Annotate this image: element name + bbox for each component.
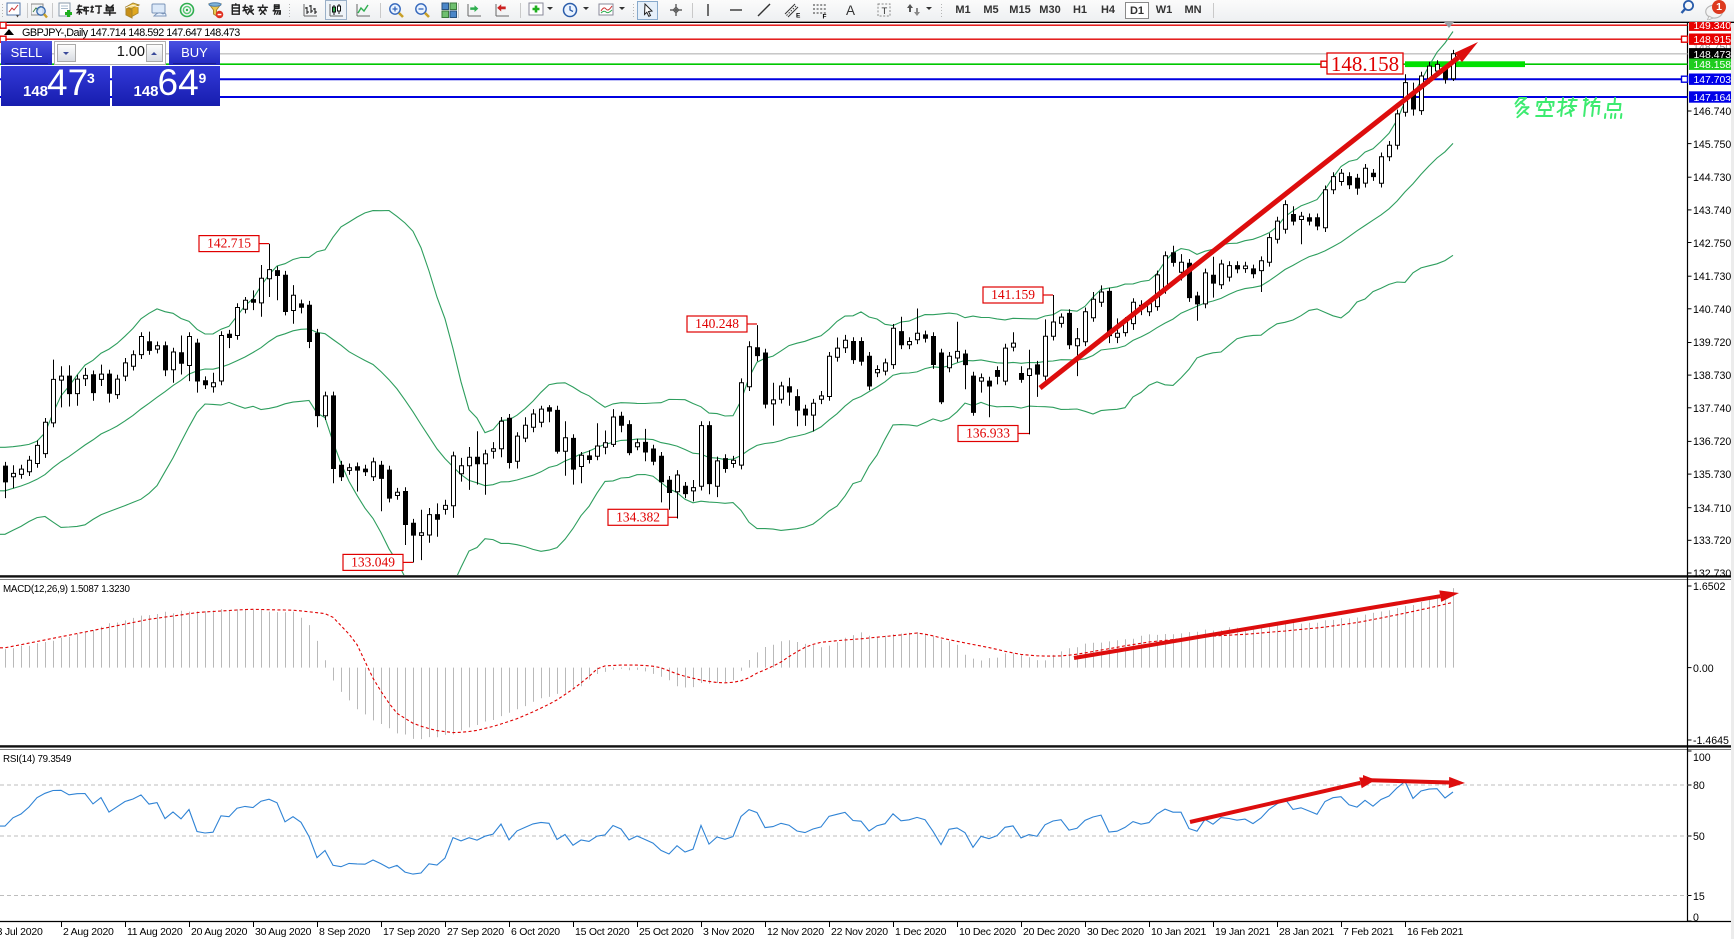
svg-text:139.720: 139.720 <box>1693 337 1731 349</box>
svg-text:141.159: 141.159 <box>991 287 1035 302</box>
svg-text:149.340: 149.340 <box>1694 21 1732 32</box>
svg-text:140.248: 140.248 <box>695 316 739 331</box>
svg-text:148.915: 148.915 <box>1694 35 1732 46</box>
svg-text:23 Jul 2020: 23 Jul 2020 <box>0 926 43 938</box>
svg-text:148.473: 148.473 <box>1694 50 1732 61</box>
svg-text:17 Sep 2020: 17 Sep 2020 <box>383 926 440 938</box>
svg-text:80: 80 <box>1693 780 1705 792</box>
svg-text:6 Oct 2020: 6 Oct 2020 <box>511 926 560 938</box>
svg-text:142.715: 142.715 <box>207 236 251 251</box>
svg-text:11 Aug 2020: 11 Aug 2020 <box>127 926 183 938</box>
svg-text:30 Aug 2020: 30 Aug 2020 <box>255 926 312 938</box>
svg-text:12 Nov 2020: 12 Nov 2020 <box>767 926 824 938</box>
svg-text:148.158: 148.158 <box>1694 60 1732 71</box>
svg-text:1.6502: 1.6502 <box>1693 581 1726 593</box>
svg-text:144.730: 144.730 <box>1693 172 1731 184</box>
svg-text:2 Aug 2020: 2 Aug 2020 <box>63 926 114 938</box>
svg-text:147.164: 147.164 <box>1694 93 1732 104</box>
svg-text:30 Dec 2020: 30 Dec 2020 <box>1087 926 1144 938</box>
svg-text:8 Sep 2020: 8 Sep 2020 <box>319 926 371 938</box>
svg-text:50: 50 <box>1693 831 1705 843</box>
svg-text:19 Jan 2021: 19 Jan 2021 <box>1215 926 1270 938</box>
svg-text:137.740: 137.740 <box>1693 403 1731 415</box>
svg-text:-1.4645: -1.4645 <box>1693 735 1729 747</box>
svg-text:27 Sep 2020: 27 Sep 2020 <box>447 926 504 938</box>
svg-text:RSI(14) 79.3549: RSI(14) 79.3549 <box>3 754 71 765</box>
svg-text:100: 100 <box>1693 752 1711 764</box>
svg-text:134.382: 134.382 <box>616 509 660 524</box>
svg-text:138.730: 138.730 <box>1693 370 1731 382</box>
svg-text:20 Aug 2020: 20 Aug 2020 <box>191 926 248 938</box>
svg-text:141.730: 141.730 <box>1693 271 1731 283</box>
svg-text:16 Feb 2021: 16 Feb 2021 <box>1407 926 1464 938</box>
svg-text:132.730: 132.730 <box>1693 568 1731 580</box>
svg-text:7 Feb 2021: 7 Feb 2021 <box>1343 926 1394 938</box>
svg-text:T: T <box>882 6 888 17</box>
svg-text:10 Dec 2020: 10 Dec 2020 <box>959 926 1016 938</box>
svg-text:133.720: 133.720 <box>1693 535 1731 547</box>
svg-text:0.00: 0.00 <box>1693 663 1714 675</box>
svg-text:146.740: 146.740 <box>1693 106 1731 118</box>
svg-text:20 Dec 2020: 20 Dec 2020 <box>1023 926 1080 938</box>
svg-text:28 Jan 2021: 28 Jan 2021 <box>1279 926 1334 938</box>
svg-text:134.710: 134.710 <box>1693 503 1731 515</box>
svg-text:133.049: 133.049 <box>351 554 395 569</box>
svg-text:25 Oct 2020: 25 Oct 2020 <box>639 926 694 938</box>
svg-text:E: E <box>796 13 801 20</box>
svg-text:142.750: 142.750 <box>1693 238 1731 250</box>
svg-text:22 Nov 2020: 22 Nov 2020 <box>831 926 888 938</box>
svg-text:10 Jan 2021: 10 Jan 2021 <box>1151 926 1206 938</box>
svg-text:145.750: 145.750 <box>1693 139 1731 151</box>
svg-text:MACD(12,26,9) 1.5087 1.3230: MACD(12,26,9) 1.5087 1.3230 <box>3 584 130 595</box>
svg-text:143.740: 143.740 <box>1693 205 1731 217</box>
svg-text:135.730: 135.730 <box>1693 469 1731 481</box>
svg-text:140.740: 140.740 <box>1693 304 1731 316</box>
svg-text:1 Dec 2020: 1 Dec 2020 <box>895 926 947 938</box>
svg-text:15 Oct 2020: 15 Oct 2020 <box>575 926 630 938</box>
svg-text:148.158: 148.158 <box>1331 52 1399 76</box>
svg-text:136.933: 136.933 <box>966 426 1010 441</box>
svg-text:F: F <box>823 14 827 20</box>
svg-text:0: 0 <box>1693 912 1699 924</box>
svg-text:GBPJPY-,Daily 147.714 148.592: GBPJPY-,Daily 147.714 148.592 147.647 14… <box>22 27 240 39</box>
svg-text:15: 15 <box>1693 891 1705 903</box>
svg-text:147.703: 147.703 <box>1694 75 1732 86</box>
svg-text:3 Nov 2020: 3 Nov 2020 <box>703 926 755 938</box>
svg-text:136.720: 136.720 <box>1693 436 1731 448</box>
